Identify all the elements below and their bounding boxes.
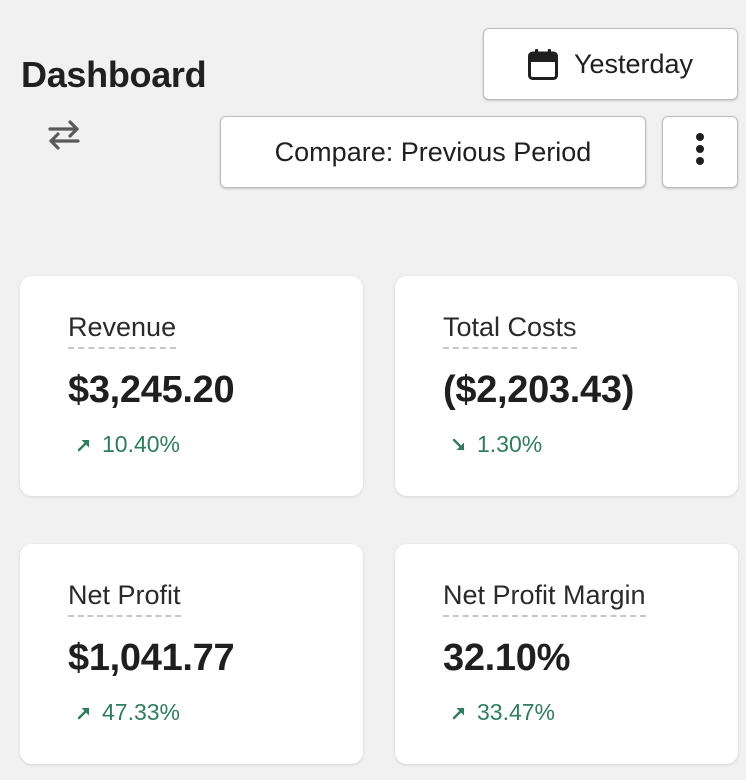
metric-change-value: 10.40% [102, 431, 181, 457]
metric-value: 32.10% [443, 637, 571, 679]
more-options-button[interactable] [662, 116, 738, 188]
metric-value: $1,041.77 [68, 637, 235, 679]
metric-label[interactable]: Revenue [68, 312, 177, 350]
metric-value: $3,245.20 [68, 369, 235, 411]
date-range-label: Yesterday [573, 48, 694, 79]
compare-period-label: Compare: Previous Period [274, 136, 592, 167]
metric-change-value: 33.47% [477, 699, 556, 725]
metric-card-total-costs[interactable]: Total Costs ($2,203.43) 1.30% [395, 276, 738, 496]
metric-card-revenue[interactable]: Revenue $3,245.20 10.40% [20, 276, 363, 496]
metric-card-net-profit[interactable]: Net Profit $1,041.77 47.33% [20, 544, 363, 764]
metric-label[interactable]: Net Profit Margin [443, 580, 646, 618]
metric-card-net-profit-margin[interactable]: Net Profit Margin 32.10% 33.47% [395, 544, 738, 764]
metric-value: ($2,203.43) [443, 369, 635, 411]
calendar-icon [527, 48, 558, 80]
metric-change: 10.40% [76, 431, 180, 458]
arrow-down-right-icon [452, 438, 465, 450]
metric-label[interactable]: Total Costs [443, 312, 577, 350]
metric-label[interactable]: Net Profit [68, 580, 181, 618]
date-range-button[interactable]: Yesterday [483, 28, 738, 100]
vertical-dots-icon [695, 132, 705, 173]
metric-change: 33.47% [451, 699, 555, 726]
arrow-up-right-icon [452, 707, 465, 719]
arrow-up-right-icon [77, 439, 90, 451]
page-title: Dashboard [21, 54, 207, 95]
metric-change-value: 47.33% [102, 699, 181, 725]
compare-period-button[interactable]: Compare: Previous Period [220, 116, 646, 188]
metric-change: 47.33% [76, 699, 180, 726]
arrow-up-right-icon [77, 707, 90, 719]
metric-change-value: 1.30% [477, 431, 543, 457]
swap-arrows-icon[interactable] [46, 117, 82, 153]
metric-change: 1.30% [451, 431, 542, 458]
